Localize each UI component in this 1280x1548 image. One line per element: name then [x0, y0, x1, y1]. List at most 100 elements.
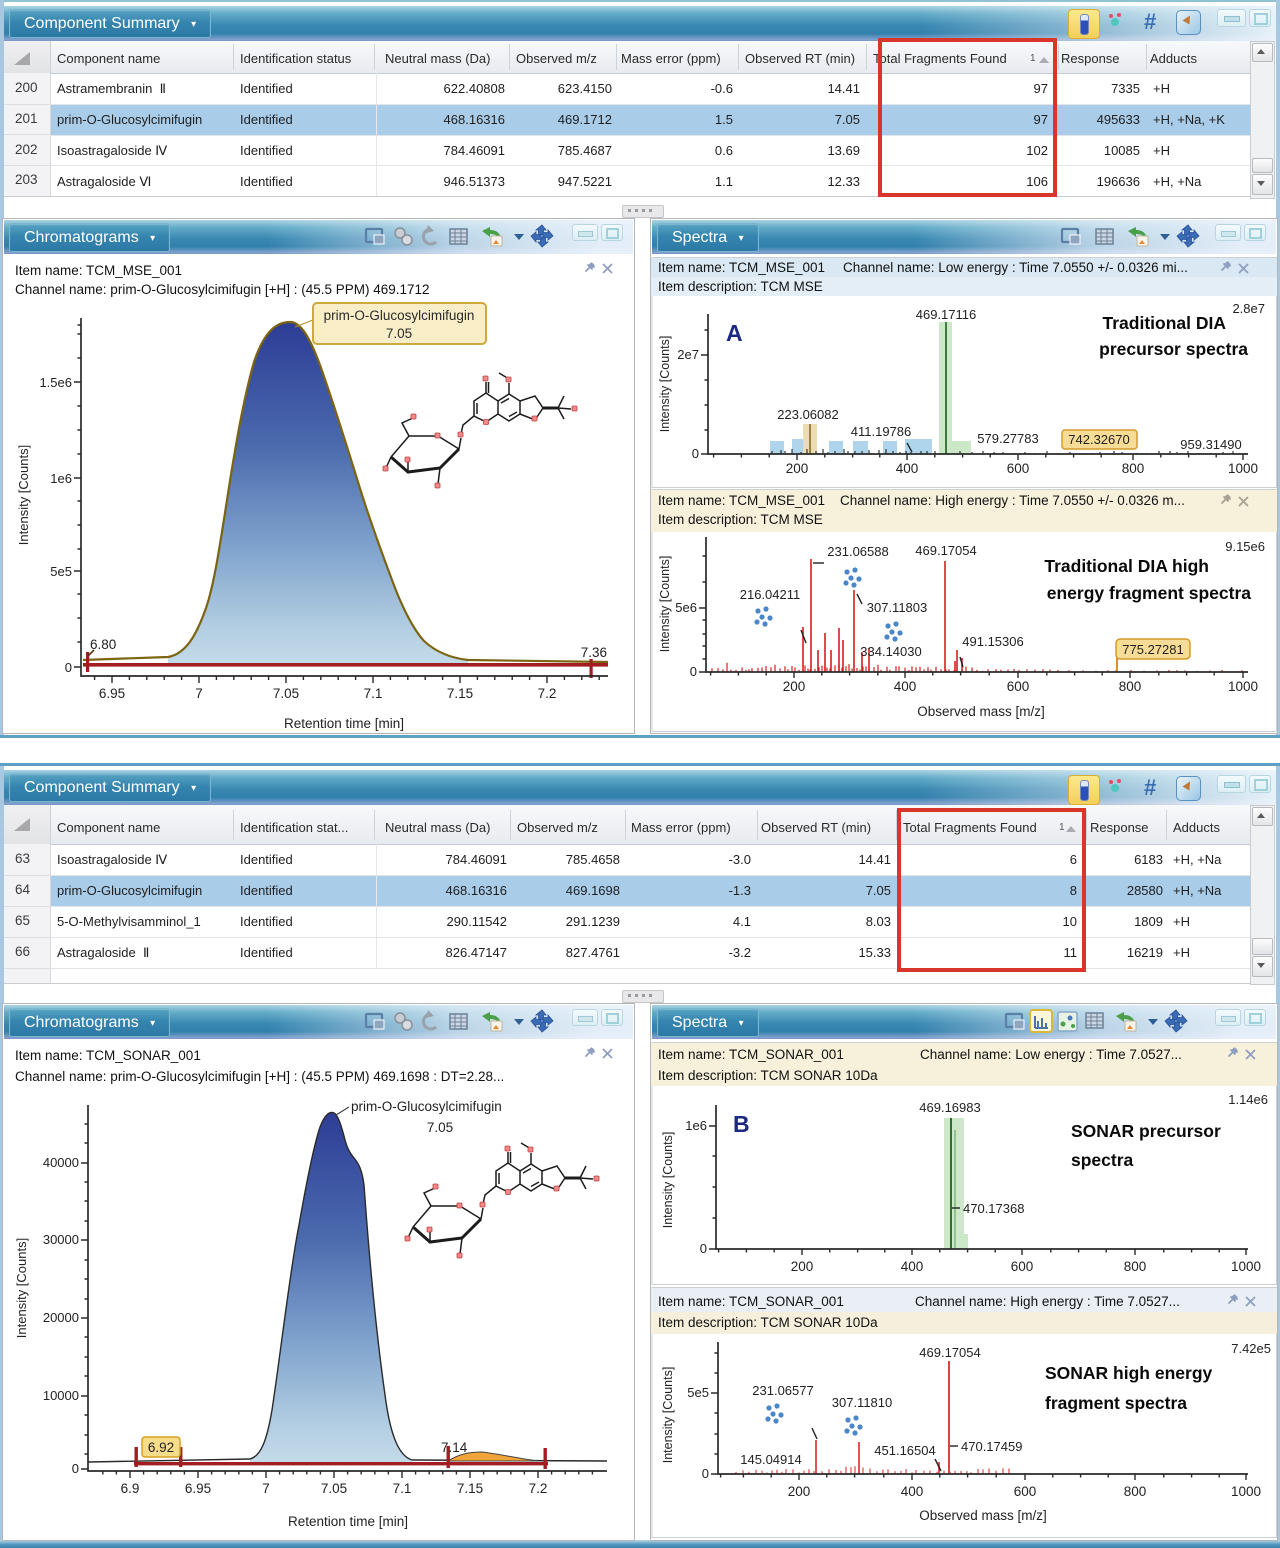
svg-text:SONAR precursor: SONAR precursor: [1071, 1121, 1221, 1141]
svg-text:0: 0: [690, 664, 697, 679]
svg-text:Item name: TCM_MSE_001: Item name: TCM_MSE_001: [658, 260, 825, 275]
svg-text:10000: 10000: [43, 1388, 79, 1403]
svg-text:Channel name: High energy : Ti: Channel name: High energy : Time 7.0550 …: [840, 493, 1185, 508]
svg-text:40000: 40000: [43, 1155, 79, 1170]
svg-text:800: 800: [1122, 461, 1145, 476]
svg-text:Traditional DIA high: Traditional DIA high: [1044, 556, 1209, 576]
svg-text:400: 400: [896, 461, 919, 476]
svg-text:800: 800: [1124, 1259, 1147, 1274]
svg-text:0: 0: [65, 660, 72, 675]
svg-text:800: 800: [1119, 679, 1142, 694]
svg-text:6.95: 6.95: [99, 686, 125, 701]
svg-text:145.04914: 145.04914: [740, 1452, 801, 1467]
svg-text:7.1: 7.1: [364, 686, 383, 701]
svg-text:5e5: 5e5: [50, 564, 72, 579]
svg-text:6.80: 6.80: [90, 637, 116, 652]
svg-text:469.17054: 469.17054: [915, 543, 976, 558]
svg-text:precursor spectra: precursor spectra: [1099, 339, 1248, 359]
svg-text:Intensity [Counts]: Intensity [Counts]: [661, 1367, 675, 1464]
svg-text:1000: 1000: [1231, 1259, 1261, 1274]
svg-text:Observed mass [m/z]: Observed mass [m/z]: [919, 1508, 1047, 1523]
svg-text:Item description: TCM SONAR 10: Item description: TCM SONAR 10Da: [658, 1315, 878, 1330]
svg-text:7.2: 7.2: [538, 686, 557, 701]
svg-text:470.17459: 470.17459: [961, 1439, 1022, 1454]
svg-text:Intensity [Counts]: Intensity [Counts]: [16, 445, 31, 545]
svg-text:Intensity [Counts]: Intensity [Counts]: [661, 1132, 675, 1229]
svg-text:400: 400: [901, 1484, 924, 1499]
svg-text:0: 0: [700, 1241, 707, 1256]
svg-text:0: 0: [692, 446, 699, 461]
svg-text:1000: 1000: [1231, 1484, 1261, 1499]
svg-text:7.05: 7.05: [321, 1481, 347, 1496]
svg-text:2e7: 2e7: [677, 347, 699, 362]
svg-text:216.04211: 216.04211: [740, 587, 801, 602]
svg-text:959.31490: 959.31490: [1180, 437, 1241, 452]
svg-text:0: 0: [72, 1461, 79, 1476]
svg-text:7.42e5: 7.42e5: [1231, 1341, 1271, 1356]
svg-text:1e6: 1e6: [50, 471, 72, 486]
svg-text:7.2: 7.2: [529, 1481, 548, 1496]
svg-text:Observed mass [m/z]: Observed mass [m/z]: [917, 704, 1045, 719]
svg-text:469.16983: 469.16983: [919, 1100, 980, 1115]
svg-text:600: 600: [1014, 1484, 1037, 1499]
svg-text:1000: 1000: [1228, 461, 1258, 476]
svg-text:Channel name: Low energy : Tim: Channel name: Low energy : Time 7.0550 +…: [843, 260, 1188, 275]
svg-text:20000: 20000: [43, 1310, 79, 1325]
svg-text:Item description: TCM SONAR 10: Item description: TCM SONAR 10Da: [658, 1068, 878, 1083]
svg-text:fragment spectra: fragment spectra: [1045, 1393, 1187, 1413]
svg-text:1.14e6: 1.14e6: [1228, 1092, 1268, 1107]
svg-text:7: 7: [195, 686, 203, 701]
svg-text:Item name: TCM_MSE_001: Item name: TCM_MSE_001: [15, 263, 182, 278]
svg-text:307.11803: 307.11803: [867, 600, 928, 615]
svg-text:7.05: 7.05: [386, 326, 412, 341]
svg-text:400: 400: [894, 679, 917, 694]
svg-text:SONAR high energy: SONAR high energy: [1045, 1363, 1213, 1383]
svg-text:411.19786: 411.19786: [851, 424, 912, 439]
svg-text:Intensity [Counts]: Intensity [Counts]: [658, 336, 672, 433]
svg-text:A: A: [726, 320, 743, 346]
svg-text:1000: 1000: [1228, 679, 1258, 694]
svg-text:600: 600: [1011, 1259, 1034, 1274]
svg-text:Item description: TCM MSE: Item description: TCM MSE: [658, 512, 823, 527]
svg-text:30000: 30000: [43, 1232, 79, 1247]
svg-text:9.15e6: 9.15e6: [1225, 539, 1265, 554]
svg-text:1.5e6: 1.5e6: [39, 375, 72, 390]
svg-text:5e5: 5e5: [687, 1385, 709, 1400]
svg-text:2.8e7: 2.8e7: [1232, 301, 1265, 316]
svg-text:Channel name: High energy : Ti: Channel name: High energy : Time 7.0527.…: [915, 1294, 1180, 1309]
svg-text:prim-O-Glucosylcimifugin: prim-O-Glucosylcimifugin: [351, 1099, 502, 1114]
svg-text:B: B: [733, 1111, 750, 1137]
svg-text:600: 600: [1007, 461, 1030, 476]
svg-text:800: 800: [1124, 1484, 1147, 1499]
svg-text:400: 400: [901, 1259, 924, 1274]
svg-text:7: 7: [262, 1481, 270, 1496]
svg-text:0: 0: [702, 1466, 709, 1481]
svg-text:7.15: 7.15: [457, 1481, 483, 1496]
svg-text:7.1: 7.1: [393, 1481, 412, 1496]
svg-text:600: 600: [1007, 679, 1030, 694]
svg-text:200: 200: [791, 1259, 814, 1274]
svg-text:469.17116: 469.17116: [916, 307, 977, 322]
svg-text:Retention time [min]: Retention time [min]: [284, 716, 404, 731]
svg-text:231.06577: 231.06577: [752, 1383, 813, 1398]
svg-text:spectra: spectra: [1071, 1150, 1134, 1170]
svg-text:7.05: 7.05: [273, 686, 299, 701]
svg-text:200: 200: [786, 461, 809, 476]
svg-text:231.06588: 231.06588: [827, 544, 888, 559]
svg-text:451.16504: 451.16504: [874, 1443, 935, 1458]
svg-text:334.14030: 334.14030: [860, 644, 921, 659]
svg-text:Traditional DIA: Traditional DIA: [1103, 313, 1227, 333]
svg-text:Item name: TCM_SONAR_001: Item name: TCM_SONAR_001: [658, 1294, 844, 1309]
svg-text:7.15: 7.15: [447, 686, 473, 701]
svg-text:Channel name: prim-O-Glucosylc: Channel name: prim-O-Glucosylcimifugin […: [15, 1069, 504, 1084]
svg-text:Item description: TCM MSE: Item description: TCM MSE: [658, 279, 823, 294]
svg-text:470.17368: 470.17368: [963, 1201, 1024, 1216]
svg-text:469.17054: 469.17054: [919, 1345, 980, 1360]
svg-text:6.92: 6.92: [148, 1440, 174, 1455]
svg-text:prim-O-Glucosylcimifugin: prim-O-Glucosylcimifugin: [324, 308, 475, 323]
svg-text:Item name: TCM_SONAR_001: Item name: TCM_SONAR_001: [15, 1048, 201, 1063]
svg-text:7.36: 7.36: [581, 645, 607, 660]
svg-text:Item name: TCM_SONAR_001: Item name: TCM_SONAR_001: [658, 1047, 844, 1062]
svg-text:775.27281: 775.27281: [1122, 642, 1183, 657]
svg-text:491.15306: 491.15306: [962, 634, 1023, 649]
